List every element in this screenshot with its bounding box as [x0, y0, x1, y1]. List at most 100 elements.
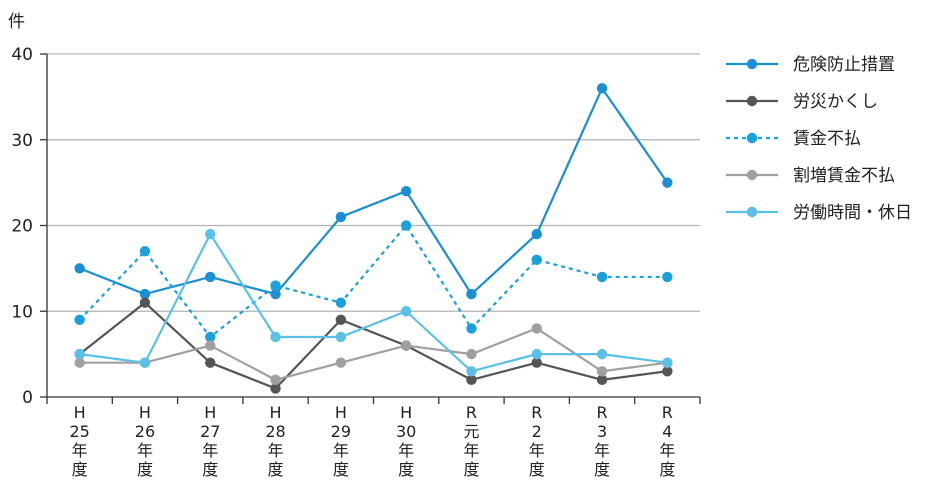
data-point — [74, 357, 85, 368]
data-point — [139, 297, 151, 308]
data-point — [662, 271, 673, 283]
legend-item: 割増賃金不払 — [726, 166, 895, 186]
legend-swatch-marker — [746, 58, 758, 70]
series-line — [78, 224, 668, 339]
data-point — [205, 331, 216, 343]
x-category-label: 度 — [659, 460, 675, 479]
x-category-label: 度 — [333, 460, 349, 479]
x-category-label: 度 — [137, 460, 153, 479]
x-category-label: 年 — [333, 441, 349, 460]
series-line — [79, 232, 668, 373]
data-point — [139, 357, 151, 368]
data-point — [205, 340, 216, 351]
x-category-label: 2 — [532, 422, 542, 441]
x-category-label: 25 — [69, 422, 89, 441]
data-point — [335, 314, 347, 326]
legend-label: 賃金不払 — [793, 129, 861, 149]
legend-swatch-marker — [746, 206, 758, 218]
y-tick-label: 0 — [22, 388, 33, 408]
legend-swatch-marker — [746, 169, 758, 181]
x-category-label: 元 — [463, 422, 479, 441]
x-category-label: 26 — [135, 422, 155, 441]
x-category-label: 29 — [331, 422, 351, 441]
data-point — [139, 246, 151, 257]
data-point — [74, 348, 85, 360]
data-point — [466, 323, 477, 334]
series-line — [79, 87, 669, 296]
data-point — [662, 177, 673, 188]
data-point — [466, 288, 477, 300]
data-point — [400, 306, 412, 317]
data-point — [205, 271, 216, 283]
series-line — [79, 327, 668, 381]
y-axis-unit: 件 — [8, 12, 25, 32]
x-category-label: 28 — [265, 422, 285, 441]
x-category-label: 年 — [268, 441, 284, 460]
legend-label: 割増賃金不払 — [793, 166, 895, 186]
x-category-label: 4 — [662, 422, 672, 441]
legend-swatch-marker — [746, 95, 758, 107]
x-category-label: H — [400, 403, 412, 422]
x-category-label: 度 — [202, 460, 218, 479]
data-point — [270, 331, 281, 343]
data-point — [139, 288, 151, 300]
x-category-label: 度 — [463, 460, 479, 479]
data-point — [270, 280, 281, 291]
x-category-label: 年 — [72, 441, 88, 460]
x-category-label: 27 — [200, 422, 220, 441]
data-point — [466, 366, 477, 377]
legend-item: 労働時間・休日 — [726, 203, 912, 223]
x-category-label: 度 — [529, 460, 545, 479]
x-category-label: R — [531, 403, 542, 422]
data-point — [531, 323, 542, 334]
legend-label: 労災かくし — [793, 92, 878, 112]
x-category-label: H — [74, 403, 86, 422]
data-point — [531, 357, 542, 368]
data-point — [596, 348, 608, 360]
x-category-label: 年 — [463, 441, 479, 460]
data-point — [596, 366, 608, 377]
x-category-label: 年 — [202, 441, 218, 460]
data-point — [531, 254, 542, 265]
data-point — [466, 374, 477, 386]
legend-item: 賃金不払 — [726, 129, 861, 149]
data-point — [270, 374, 281, 386]
data-point — [205, 228, 216, 240]
x-category-label: R — [662, 403, 673, 422]
x-category-label: 度 — [398, 460, 414, 479]
data-point — [531, 228, 542, 240]
series-1 — [74, 297, 673, 394]
data-point — [400, 340, 412, 351]
x-category-label: 年 — [529, 441, 545, 460]
data-point — [270, 288, 281, 300]
data-point — [270, 383, 281, 394]
data-point — [74, 314, 85, 326]
data-point — [662, 357, 673, 368]
x-category-label: H — [335, 403, 347, 422]
x-category-label: 度 — [268, 460, 284, 479]
legend-swatch-marker — [746, 132, 758, 144]
x-category-label: 度 — [594, 460, 610, 479]
data-point — [662, 366, 673, 377]
series-2 — [74, 220, 673, 343]
x-category-label: H — [270, 403, 282, 422]
x-category-label: 年 — [137, 441, 153, 460]
data-point — [596, 83, 608, 94]
data-point — [400, 186, 412, 197]
x-category-label: 3 — [597, 422, 607, 441]
legend-label: 危険防止措置 — [793, 55, 895, 75]
x-category-label: H — [204, 403, 216, 422]
x-category-label: R — [466, 403, 477, 422]
data-point — [466, 348, 477, 360]
data-point — [335, 211, 347, 223]
data-point — [335, 331, 347, 343]
data-point — [400, 220, 412, 231]
data-point — [596, 271, 608, 283]
data-point — [531, 348, 542, 360]
x-category-label: 年 — [594, 441, 610, 460]
x-category-label: R — [596, 403, 607, 422]
x-category-label: H — [139, 403, 151, 422]
data-point — [74, 263, 85, 274]
x-category-label: 度 — [72, 460, 88, 479]
